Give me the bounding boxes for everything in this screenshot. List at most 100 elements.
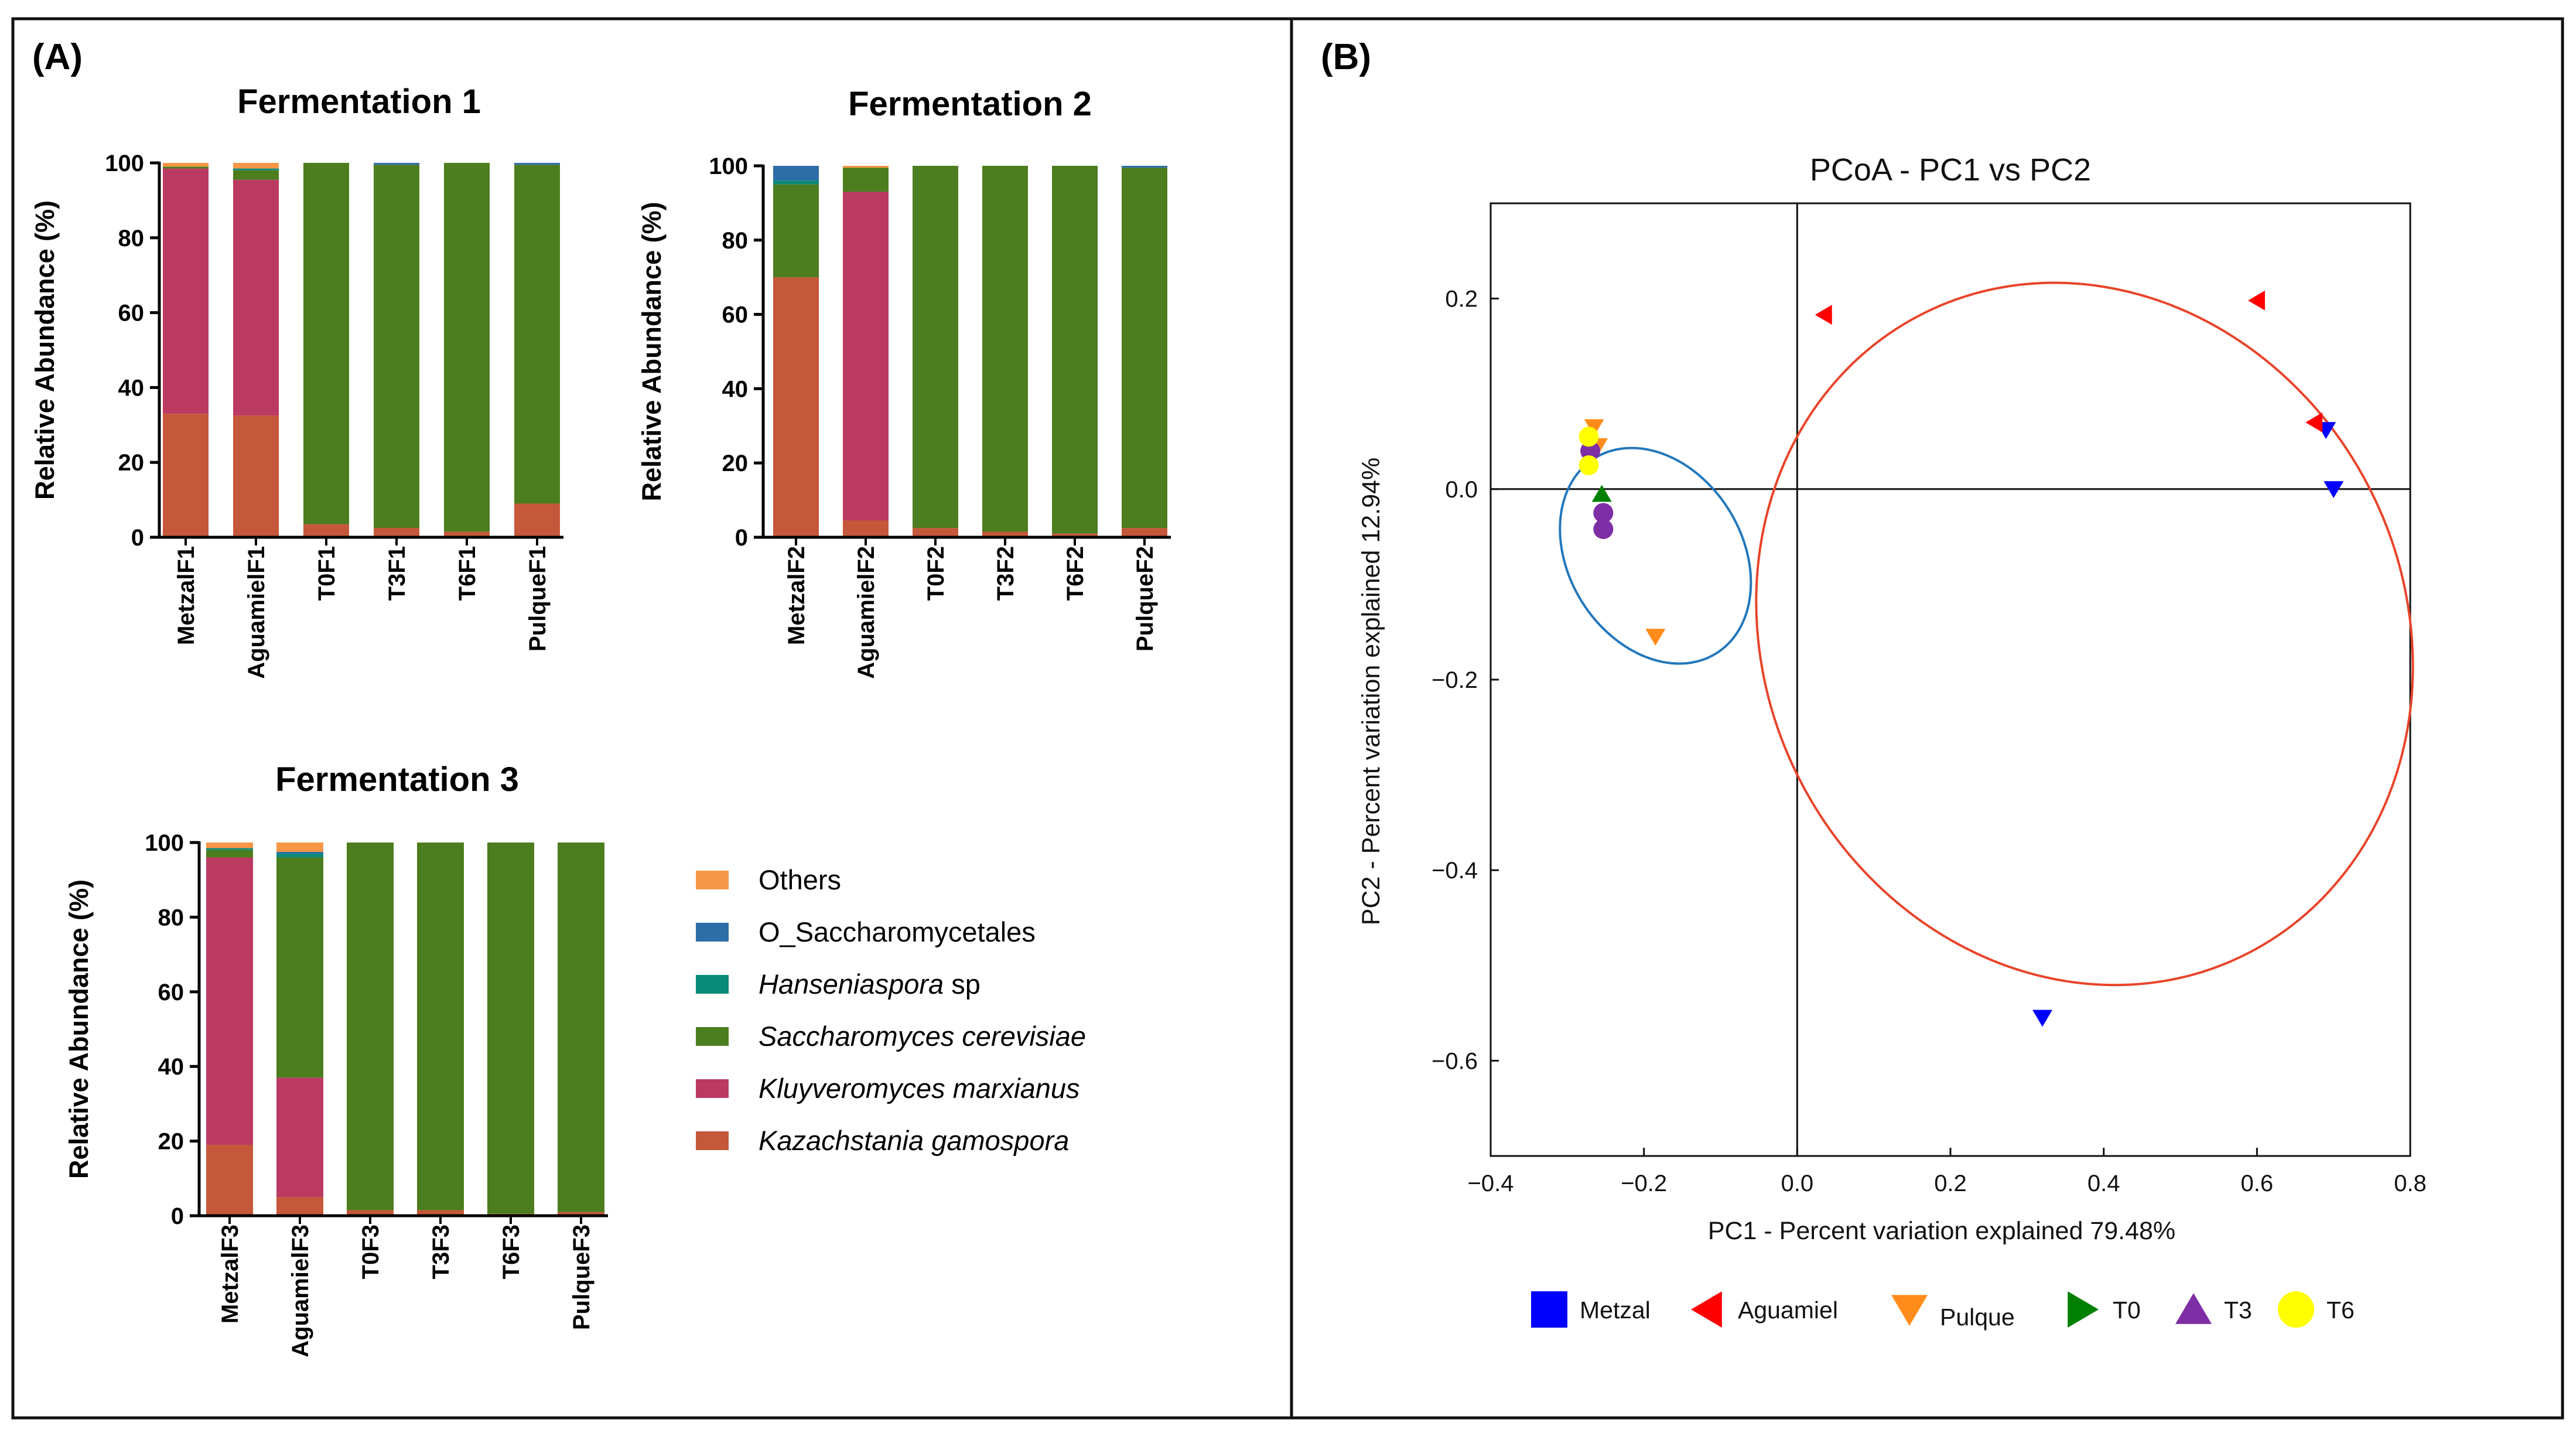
legend-label-aguamiel: Aguamiel — [1738, 1297, 1838, 1324]
point-pulque — [1645, 629, 1666, 646]
category-label: MetzalF2 — [784, 546, 809, 645]
x-tick-label: 0.2 — [1934, 1171, 1967, 1196]
point-pulque — [1584, 419, 1604, 436]
fermentation-2-chart: Fermentation 2 Relative Abundance (%) 0 20 4… — [637, 85, 1171, 679]
bar-segment-kluyveromyces — [163, 168, 209, 414]
panel-b-label: (B) — [1321, 37, 1371, 77]
legend-swatch-others — [696, 871, 729, 889]
point-aguamiel — [2248, 290, 2265, 311]
legend-swatch-hanseniaspora — [696, 975, 729, 994]
bar-segment-kazachstania — [347, 1210, 394, 1216]
bar-segment-hanseniaspora — [206, 848, 253, 850]
y-tick-label: −0.6 — [1432, 1048, 1478, 1074]
bar-segment-saccharomyces — [444, 163, 490, 532]
legend-label: Hanseniaspora sp — [759, 968, 980, 1000]
bar-segment-others — [206, 843, 253, 848]
category-label: AguamielF3 — [288, 1225, 313, 1358]
y-tick-label: −0.2 — [1432, 667, 1478, 693]
y-tick-label: 80 — [158, 905, 185, 930]
x-tick-label: 0.0 — [1781, 1171, 1814, 1196]
legend-label-text: Hanseniaspora — [759, 968, 944, 1000]
y-tick-label: 80 — [118, 226, 145, 251]
pcoa-title: PCoA - PC1 vs PC2 — [1810, 152, 2091, 187]
bar-segment-kazachstania — [913, 528, 958, 537]
bar-segment-saccharomyces — [417, 843, 464, 1210]
bar-segment-saccharomyces — [1052, 166, 1098, 534]
legend-label-metzal: Metzal — [1580, 1297, 1651, 1324]
category-label: T3F1 — [384, 546, 410, 601]
bar-segment-o_saccharomycetales — [276, 851, 323, 854]
bar-segment-kazachstania — [374, 528, 419, 537]
y-tick-label: 20 — [722, 451, 749, 476]
bar-segment-saccharomyces — [982, 166, 1028, 532]
legend-label-t3: T3 — [2224, 1297, 2252, 1324]
category-label: MetzalF3 — [217, 1225, 243, 1324]
category-label: T6F1 — [455, 546, 480, 601]
bar-segment-saccharomyces — [487, 843, 534, 1214]
bar-segment-kazachstania — [1122, 528, 1167, 537]
x-tick-label: 0.6 — [2241, 1171, 2274, 1196]
category-label: T0F1 — [314, 546, 340, 601]
y-tick-label: 60 — [158, 980, 185, 1005]
x-tick-label: 0.8 — [2394, 1171, 2427, 1196]
legend-label: Saccharomyces cerevisiae — [759, 1021, 1086, 1052]
point-t6 — [1579, 427, 1599, 447]
bar-segment-saccharomyces — [233, 170, 279, 180]
y-tick-label: 40 — [158, 1054, 185, 1080]
bar-segment-kazachstania — [843, 520, 889, 537]
y-axis-label: Relative Abundance (%) — [64, 879, 94, 1179]
bar-segment-kluyveromyces — [843, 192, 889, 521]
bar-segment-others — [163, 163, 209, 167]
category-label: T3F2 — [993, 546, 1019, 601]
bar-segment-saccharomyces — [374, 165, 419, 528]
cluster-ellipse-blue — [1559, 446, 1752, 665]
point-aguamiel — [1815, 305, 1832, 325]
bar-segment-kazachstania — [444, 531, 490, 537]
y-axis-label: Relative Abundance (%) — [30, 200, 60, 500]
legend-marker-metzal — [1531, 1291, 1567, 1328]
legend-marker-t6 — [2278, 1291, 2314, 1328]
legend-label: Others — [759, 864, 841, 895]
bar-segment-kazachstania — [982, 531, 1028, 537]
legend-marker-t3 — [2175, 1293, 2212, 1324]
bar-segment-kazachstania — [163, 414, 209, 537]
category-label: T0F2 — [923, 546, 949, 601]
legend-label: Kluyveromyces marxianus — [759, 1073, 1080, 1104]
bar-segment-kazachstania — [773, 277, 819, 537]
legend-label-text: O_Saccharomycetales — [759, 916, 1036, 947]
bar-segment-kluyveromyces — [206, 857, 253, 1145]
legend-swatch-saccharomyces — [696, 1027, 729, 1046]
bar-segment-others — [843, 166, 889, 168]
y-tick-label: 0 — [735, 525, 748, 551]
point-metzal — [2032, 1009, 2052, 1027]
bar-segment-o_saccharomycetales — [374, 163, 419, 165]
chart-title: Fermentation 1 — [237, 83, 481, 121]
y-tick-label: 80 — [722, 228, 749, 254]
y-tick-label: −0.4 — [1432, 858, 1478, 884]
chart-title: Fermentation 3 — [275, 760, 519, 799]
legend-marker-aguamiel — [1691, 1291, 1722, 1328]
cluster-ellipse-red — [1755, 281, 2414, 987]
category-label: AguamielF1 — [244, 546, 269, 679]
category-label: T3F3 — [428, 1225, 454, 1279]
bar-segment-saccharomyces — [347, 843, 394, 1210]
legend-swatch-kazachstania — [696, 1131, 729, 1150]
category-label: AguamielF2 — [853, 546, 879, 679]
legend-marker-t0 — [2068, 1291, 2099, 1328]
legend-label: Kazachstania gamospora — [759, 1125, 1069, 1156]
y-tick-label: 0 — [171, 1203, 184, 1229]
bar-segment-saccharomyces — [276, 857, 323, 1078]
bar-segment-saccharomyces — [1122, 168, 1167, 528]
bar-segment-o_saccharomycetales — [514, 163, 560, 165]
bar-segment-kluyveromyces — [233, 179, 279, 416]
legend-label-suffix: sp — [944, 968, 980, 1000]
category-label: T0F3 — [358, 1225, 384, 1279]
bar-segment-kazachstania — [233, 415, 279, 537]
bar-segment-saccharomyces — [303, 163, 349, 524]
x-tick-label: −0.2 — [1621, 1171, 1667, 1196]
bar-segment-kazachstania — [303, 524, 349, 537]
bar-segment-saccharomyces — [913, 166, 958, 528]
y-tick-label: 0 — [131, 525, 144, 551]
bar-segment-hanseniaspora — [773, 180, 819, 185]
